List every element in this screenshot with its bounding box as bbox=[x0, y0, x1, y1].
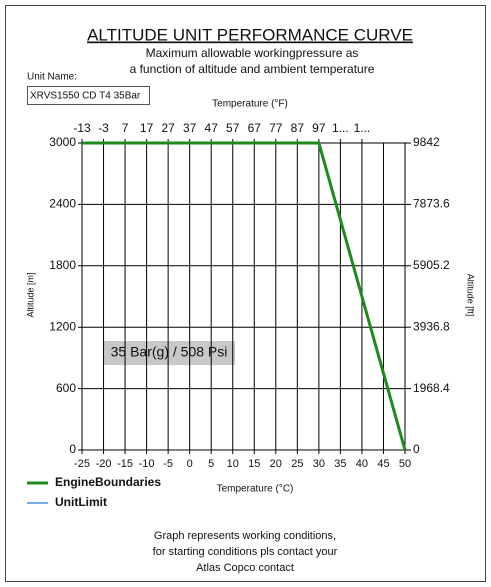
x2-axis-label: Temperature (°F) bbox=[212, 99, 288, 110]
x2-tick-label: 1... bbox=[332, 121, 349, 135]
x-tick-label: -5 bbox=[163, 458, 173, 470]
footer: Atlas Copco contact bbox=[196, 562, 294, 574]
x-tick-label: -25 bbox=[74, 458, 90, 470]
annotation-box bbox=[104, 341, 235, 365]
x2-tick-label: -3 bbox=[98, 121, 109, 135]
y2-tick-label: 5905.2 bbox=[413, 258, 450, 272]
y-tick-label: 3000 bbox=[49, 135, 76, 149]
x-tick-label: 40 bbox=[356, 458, 368, 470]
x-tick-label: 15 bbox=[248, 458, 260, 470]
x2-tick-label: 47 bbox=[205, 121, 219, 135]
subtitle: a function of altitude and ambient tempe… bbox=[130, 62, 375, 76]
footer: for starting conditions pls contact your bbox=[153, 546, 338, 558]
unit-name: XRVS1550 CD T4 35Bar bbox=[30, 91, 141, 102]
x-tick-label: 20 bbox=[270, 458, 282, 470]
x2-tick-label: 1... bbox=[354, 121, 371, 135]
x-tick-label: 10 bbox=[227, 458, 239, 470]
x2-tick-label: 27 bbox=[161, 121, 175, 135]
x2-tick-label: 87 bbox=[291, 121, 305, 135]
x-tick-label: -15 bbox=[117, 458, 133, 470]
y2-tick-label: 7873.6 bbox=[413, 197, 450, 211]
x2-tick-label: 67 bbox=[248, 121, 262, 135]
x-tick-label: 50 bbox=[399, 458, 411, 470]
y-tick-label: 2400 bbox=[49, 197, 76, 211]
y2-tick-label: 1968.4 bbox=[413, 381, 450, 395]
chart-title: ALTITUDE UNIT PERFORMANCE CURVE bbox=[87, 25, 413, 44]
footer: Graph represents working conditions, bbox=[154, 530, 336, 542]
x-tick-label: 45 bbox=[377, 458, 389, 470]
x2-tick-label: 37 bbox=[183, 121, 197, 135]
legend-label: EngineBoundaries bbox=[55, 475, 161, 489]
x2-tick-label: 7 bbox=[122, 121, 129, 135]
x-tick-label: -10 bbox=[139, 458, 155, 470]
unit-name-box[interactable] bbox=[27, 86, 150, 105]
y2-tick-label: 3936.8 bbox=[413, 319, 450, 333]
y2-tick-label: 0 bbox=[413, 442, 420, 456]
y-tick-label: 1800 bbox=[49, 258, 76, 272]
y-axis-label: Altitude [m] bbox=[25, 272, 35, 317]
subtitle: Maximum allowable workingpressure as bbox=[146, 46, 359, 60]
x2-tick-label: 17 bbox=[140, 121, 154, 135]
x2-tick-label: 57 bbox=[226, 121, 240, 135]
y-tick-label: 600 bbox=[56, 381, 76, 395]
x-axis-label: Temperature (°C) bbox=[217, 484, 294, 495]
y-tick-label: 1200 bbox=[49, 319, 76, 333]
x2-tick-label: -13 bbox=[73, 121, 91, 135]
y2-tick-label: 9842 bbox=[413, 135, 440, 149]
x-tick-label: -20 bbox=[96, 458, 112, 470]
x-tick-label: 5 bbox=[208, 458, 214, 470]
unit-name-label: Unit Name: bbox=[27, 72, 77, 83]
x-tick-label: 30 bbox=[313, 458, 325, 470]
y-tick-label: 0 bbox=[69, 442, 76, 456]
annotation: 35 Bar(g) / 508 Psi bbox=[111, 344, 228, 360]
x2-tick-label: 97 bbox=[312, 121, 326, 135]
legend-label: UnitLimit bbox=[55, 495, 107, 509]
x2-tick-label: 77 bbox=[269, 121, 283, 135]
series-line bbox=[82, 141, 407, 451]
x-tick-label: 25 bbox=[291, 458, 303, 470]
x-tick-label: 35 bbox=[334, 458, 346, 470]
x-tick-label: 0 bbox=[187, 458, 193, 470]
y2-axis-label: Altitude [ft] bbox=[466, 274, 476, 317]
